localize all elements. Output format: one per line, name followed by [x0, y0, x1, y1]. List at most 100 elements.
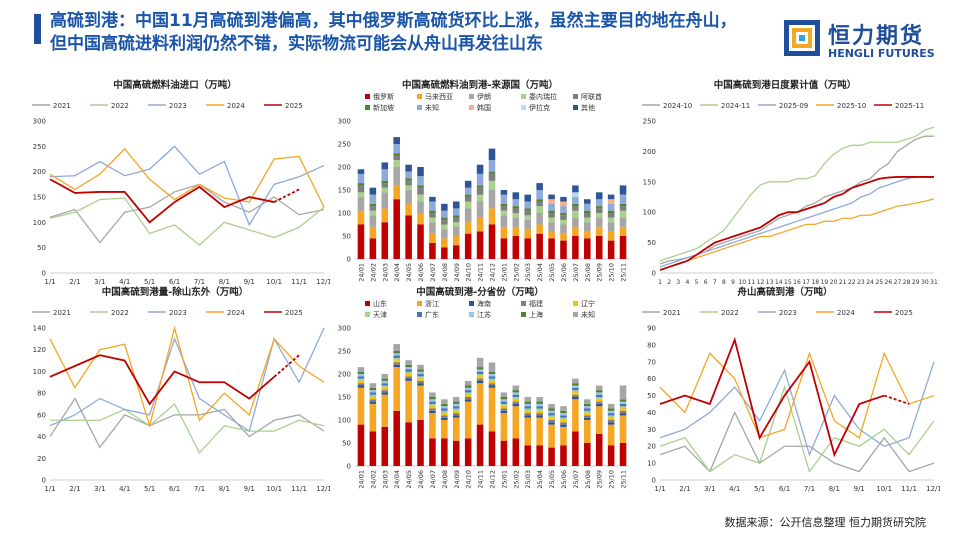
x-tick-label: 9/1: [244, 278, 255, 286]
bar-segment: [607, 422, 615, 425]
x-tick-label: 5/1: [144, 278, 155, 286]
bar-segment: [429, 406, 436, 409]
bar-segment: [619, 399, 627, 402]
bar-segment: [417, 374, 424, 377]
bar-segment: [429, 222, 436, 234]
legend-label: 2021: [53, 309, 71, 317]
legend-label: 天津: [373, 311, 387, 319]
bar-segment: [452, 217, 460, 223]
bar-segment: [536, 403, 543, 407]
bar-segment: [512, 206, 520, 209]
bar-segment: [488, 148, 496, 161]
bar-segment: [417, 187, 424, 195]
x-tick-label: 22: [848, 279, 856, 286]
bar-segment: [548, 194, 555, 200]
x-tick-label: 1: [658, 279, 662, 286]
legend-label: 广东: [425, 310, 439, 319]
bar-segment: [476, 357, 484, 368]
bar-segment: [429, 438, 436, 466]
bar-segment: [584, 222, 591, 232]
legend-swatch: [521, 94, 526, 99]
data-source-note: 数据来源：公开信息整理 恒力期货研究院: [724, 516, 927, 529]
y-tick-label: 100: [338, 210, 351, 218]
y-tick-label: 200: [33, 168, 46, 176]
bar-segment: [381, 180, 389, 184]
bar-segment: [512, 192, 520, 200]
chart-title: 中国高硫到港日度累计值（万吨）: [714, 79, 857, 91]
x-tick-label: 3/1: [94, 485, 105, 493]
legend-label: 2024: [227, 309, 245, 317]
bar-segment: [476, 164, 484, 174]
bar-segment: [441, 224, 448, 230]
bar-segment: [429, 399, 436, 402]
series-line: [659, 126, 935, 262]
x-tick-label: 21: [839, 279, 847, 286]
bar-segment: [536, 401, 543, 404]
bar-segment: [429, 210, 436, 213]
bar-segment: [429, 233, 436, 243]
y-tick-label: 0: [347, 256, 351, 264]
bar-segment: [476, 378, 484, 381]
bar-segment: [357, 169, 365, 174]
bar-segment: [548, 403, 555, 409]
x-tick-label: 24/03: [381, 263, 389, 282]
bar-segment: [572, 387, 579, 391]
bar-segment: [524, 408, 532, 411]
bar-segment: [595, 206, 603, 209]
company-logo: 恒力期货 HENGLI FUTURES: [784, 16, 954, 64]
bar-segment: [500, 401, 508, 404]
bar-segment: [381, 183, 389, 188]
x-tick-label: 19: [821, 279, 829, 286]
bar-segment: [381, 192, 389, 209]
bar-segment: [488, 378, 496, 381]
bar-segment: [417, 185, 424, 188]
bar-segment: [357, 378, 365, 381]
bar-segment: [584, 399, 591, 404]
x-tick-label: 25/11: [620, 263, 628, 282]
bar-segment: [452, 222, 460, 227]
bar-segment: [381, 162, 389, 170]
bar-segment: [405, 367, 412, 370]
logo-text-en: HENGLI FUTURES: [828, 47, 935, 60]
bar-segment: [584, 408, 591, 411]
x-tick-label: 25/02: [512, 263, 520, 282]
bar-segment: [548, 410, 555, 414]
x-tick-label: 18: [811, 279, 819, 286]
bar-segment: [584, 199, 591, 204]
bar-segment: [405, 164, 412, 172]
x-tick-label: 2/1: [69, 278, 80, 286]
bar-segment: [548, 217, 555, 223]
legend-swatch: [417, 105, 422, 110]
bar-segment: [381, 387, 389, 391]
bar-segment: [607, 199, 615, 204]
x-tick-label: 3/1: [94, 278, 105, 286]
bar-segment: [524, 219, 532, 230]
series-line: [49, 327, 325, 433]
bar-segment: [536, 415, 543, 418]
series-line: [49, 197, 325, 246]
y-tick-label: 200: [643, 148, 656, 156]
x-tick-label: 7: [713, 279, 717, 286]
bar-segment: [536, 408, 543, 411]
y-tick-label: 50: [37, 244, 46, 252]
bar-segment: [441, 238, 448, 248]
bar-segment: [500, 397, 508, 400]
bar-segment: [405, 178, 412, 181]
bar-segment: [524, 406, 532, 409]
x-tick-label: 1/1: [44, 278, 55, 286]
bar-segment: [369, 194, 377, 204]
bar-segment: [572, 394, 579, 397]
y-tick-label: 250: [33, 143, 46, 151]
bar-segment: [560, 240, 567, 259]
bar-segment: [560, 426, 567, 446]
bar-segment: [369, 431, 377, 466]
bar-segment: [417, 380, 424, 384]
bar-segment: [595, 385, 603, 391]
bar-segment: [488, 431, 496, 466]
bar-segment: [417, 420, 424, 466]
bar-segment: [429, 201, 436, 211]
bar-segment: [500, 403, 508, 407]
x-tick-label: 5/1: [144, 485, 155, 493]
bar-segment: [381, 378, 389, 381]
